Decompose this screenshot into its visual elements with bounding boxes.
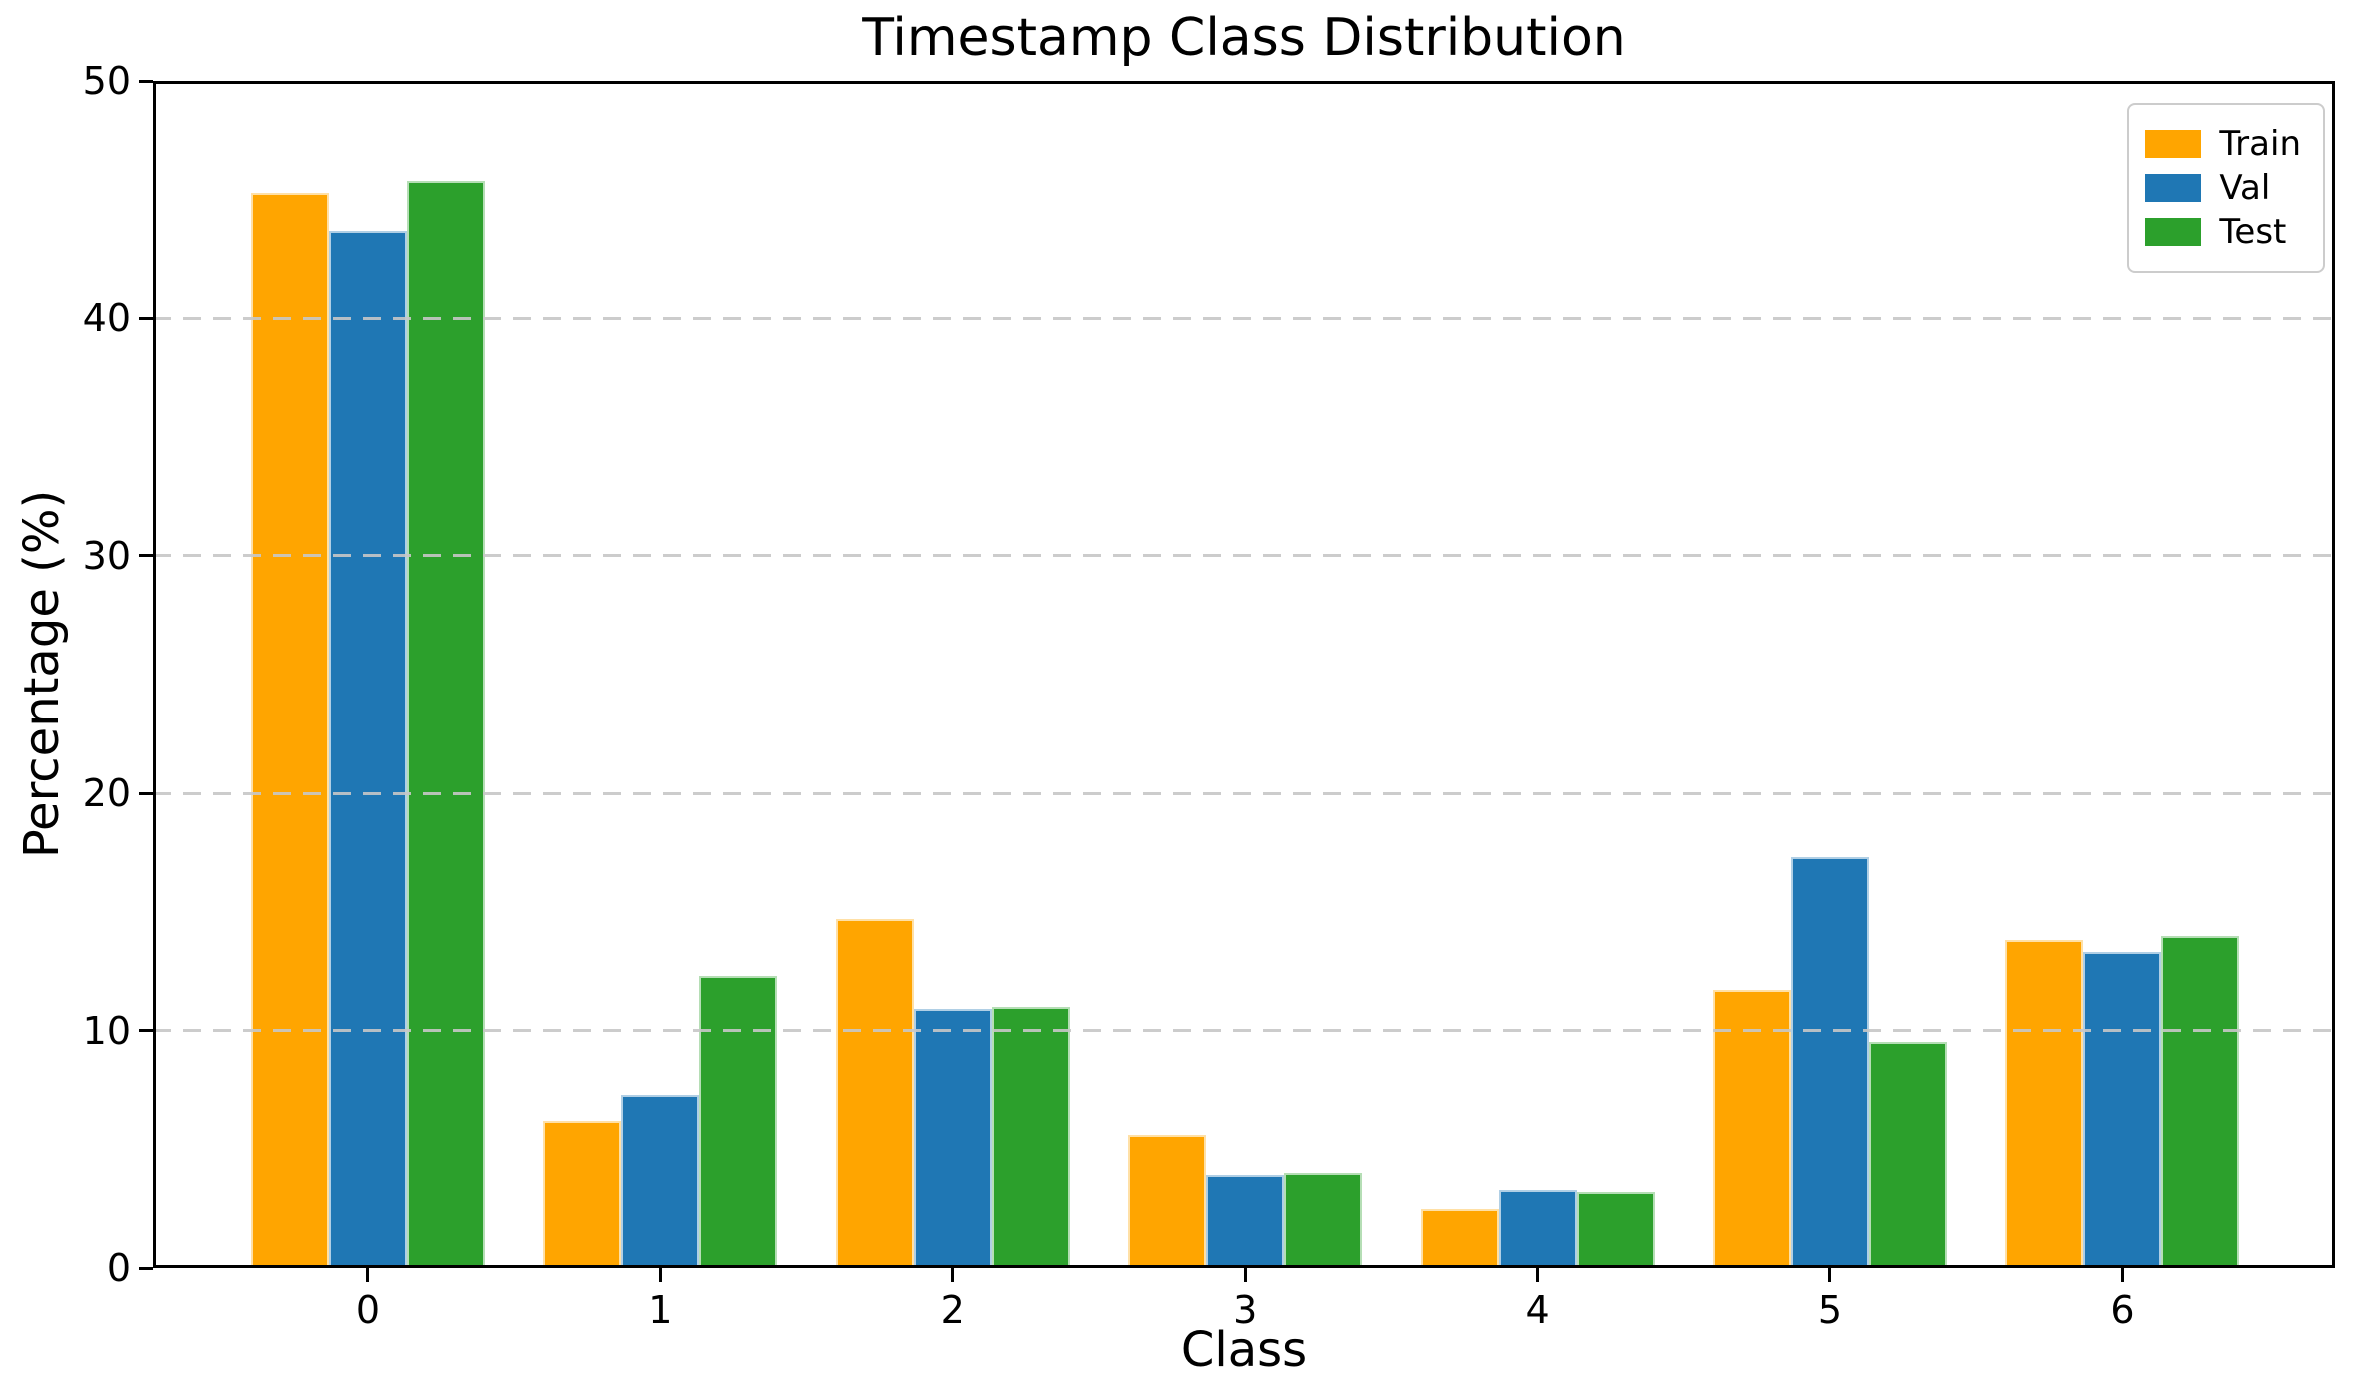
xtick-label-6: 6 xyxy=(2110,1288,2135,1332)
bar-val-class4 xyxy=(1498,1189,1577,1268)
bar-val-class2 xyxy=(913,1009,992,1268)
xtick-label-1: 1 xyxy=(648,1288,673,1332)
gridline-y20 xyxy=(153,791,2335,795)
gridline-y40 xyxy=(153,316,2335,320)
ytick-mark-0 xyxy=(139,1266,153,1270)
plot-area: Train Val Test xyxy=(153,81,2335,1268)
xtick-mark-0 xyxy=(366,1268,370,1282)
ytick-label-40: 40 xyxy=(82,296,131,341)
xtick-mark-5 xyxy=(1828,1268,1832,1282)
bar-test-class4 xyxy=(1576,1192,1655,1268)
bar-train-class5 xyxy=(1713,990,1791,1268)
legend-item-train: Train xyxy=(2145,124,2301,164)
ytick-label-50: 50 xyxy=(82,59,131,103)
bar-test-class1 xyxy=(699,976,778,1268)
xtick-label-2: 2 xyxy=(940,1288,965,1332)
ytick-label-0: 0 xyxy=(106,1246,131,1290)
ytick-mark-40 xyxy=(139,316,153,320)
bar-val-class3 xyxy=(1206,1175,1285,1268)
xtick-mark-2 xyxy=(951,1268,955,1282)
xtick-label-4: 4 xyxy=(1525,1288,1550,1332)
chart-title: Timestamp Class Distribution xyxy=(862,8,1626,68)
bar-test-class2 xyxy=(991,1006,1070,1268)
ytick-mark-10 xyxy=(139,1029,153,1033)
xtick-mark-4 xyxy=(1536,1268,1540,1282)
gridline-y30 xyxy=(153,554,2335,558)
ytick-mark-30 xyxy=(139,554,153,558)
bar-test-class0 xyxy=(406,180,485,1268)
legend-label-train: Train xyxy=(2219,124,2301,164)
xtick-mark-6 xyxy=(2120,1268,2124,1282)
bar-train-class4 xyxy=(1420,1208,1499,1268)
bar-val-class5 xyxy=(1791,857,1869,1268)
xtick-label-3: 3 xyxy=(1233,1288,1258,1332)
ytick-label-30: 30 xyxy=(82,533,131,578)
xtick-mark-3 xyxy=(1243,1268,1247,1282)
legend: Train Val Test xyxy=(2127,103,2325,273)
xtick-label-0: 0 xyxy=(355,1288,381,1332)
test-color-swatch xyxy=(2145,218,2202,246)
bar-test-class5 xyxy=(1868,1042,1947,1268)
bar-val-class1 xyxy=(621,1094,700,1268)
train-color-swatch xyxy=(2145,130,2202,158)
legend-label-test: Test xyxy=(2219,212,2287,252)
val-color-swatch xyxy=(2145,174,2202,202)
bar-train-class3 xyxy=(1128,1135,1207,1268)
ytick-mark-50 xyxy=(139,79,153,83)
ytick-mark-20 xyxy=(139,791,153,795)
y-axis-label: Percentage (%) xyxy=(14,489,70,859)
ytick-label-10: 10 xyxy=(82,1008,131,1053)
bar-train-class6 xyxy=(2005,940,2084,1268)
x-axis-label: Class xyxy=(1180,1322,1308,1378)
bar-test-class3 xyxy=(1284,1173,1363,1268)
legend-item-val: Val xyxy=(2145,168,2301,208)
bar-val-class0 xyxy=(328,230,407,1268)
bar-val-class6 xyxy=(2083,952,2162,1268)
bar-test-class6 xyxy=(2161,935,2240,1268)
xtick-mark-1 xyxy=(658,1268,662,1282)
bar-train-class0 xyxy=(250,192,329,1268)
bar-train-class2 xyxy=(835,919,914,1268)
legend-item-test: Test xyxy=(2145,212,2301,252)
bar-train-class1 xyxy=(543,1120,622,1268)
legend-label-val: Val xyxy=(2219,168,2271,208)
xtick-label-5: 5 xyxy=(1817,1288,1843,1332)
gridline-y10 xyxy=(153,1029,2335,1033)
ytick-label-20: 20 xyxy=(82,771,131,816)
